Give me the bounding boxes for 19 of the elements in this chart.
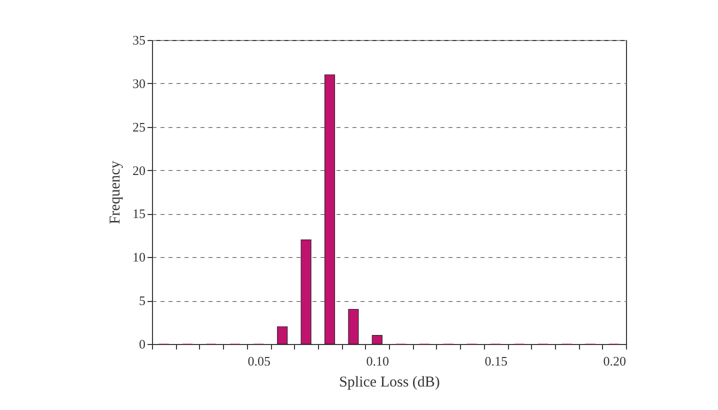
bar	[372, 335, 382, 344]
y-tick-label: 5	[139, 293, 146, 308]
y-tick-label: 30	[132, 76, 146, 91]
y-tick-label: 15	[132, 206, 146, 222]
bar	[300, 239, 312, 344]
bar	[324, 74, 336, 344]
y-tick-label: 0	[139, 336, 146, 352]
x-tick-label: 0.15	[484, 354, 508, 368]
y-tick-label: 35	[132, 32, 146, 48]
y-tick-label: 20	[132, 162, 146, 178]
bar	[277, 326, 288, 344]
y-tick-label: 10	[132, 250, 146, 265]
x-tick-label: 0.10	[366, 354, 390, 368]
x-tick-label: 0.20	[603, 354, 626, 368]
y-axis-title: Frequency	[108, 160, 124, 224]
x-axis-title: Splice Loss (dB)	[339, 374, 440, 390]
x-tick-label: 0.05	[248, 354, 271, 368]
y-tick-label: 25	[132, 119, 146, 134]
bar	[348, 308, 359, 344]
